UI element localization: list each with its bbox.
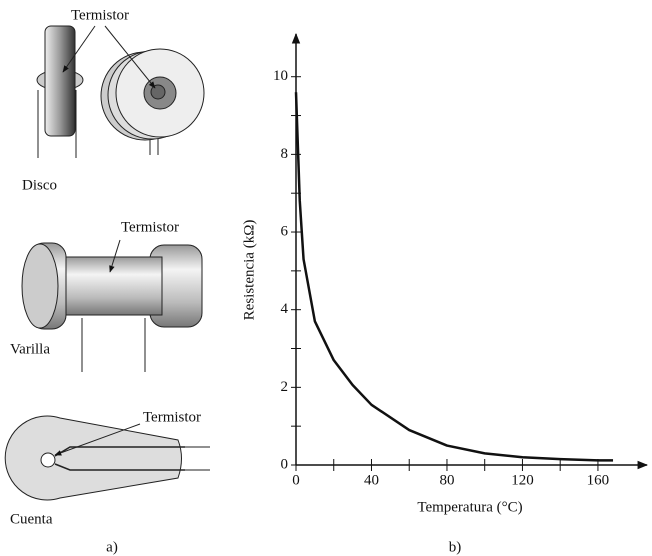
label: Termistor xyxy=(121,219,179,235)
diagrams xyxy=(4,25,210,501)
x-tick-label: 120 xyxy=(511,472,534,488)
caption: a) xyxy=(106,539,118,555)
y-tick-label: 2 xyxy=(281,379,289,395)
y-tick-label: 8 xyxy=(281,146,289,162)
x-tick-label: 0 xyxy=(292,472,300,488)
label: Disco xyxy=(22,177,57,193)
label: Termistor xyxy=(71,7,129,23)
y-tick-label: 6 xyxy=(281,223,289,239)
label: Varilla xyxy=(10,341,50,357)
y-tick-label: 0 xyxy=(281,456,289,472)
y-axis-label: Resistencia (kΩ) xyxy=(241,220,257,321)
caption: b) xyxy=(449,539,462,555)
x-tick-label: 40 xyxy=(364,472,379,488)
x-tick-label: 80 xyxy=(439,472,454,488)
label: Termistor xyxy=(143,409,201,425)
curve xyxy=(294,92,614,462)
label: Cuenta xyxy=(10,511,53,527)
y-tick-label: 10 xyxy=(273,68,288,84)
x-tick-label: 160 xyxy=(587,472,610,488)
y-tick-label: 4 xyxy=(281,301,289,317)
x-axis-label: Temperatura (°C) xyxy=(417,499,522,515)
